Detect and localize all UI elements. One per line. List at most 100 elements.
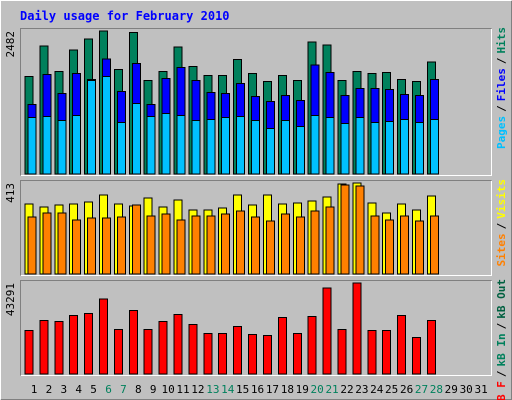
bar	[307, 315, 317, 375]
bar	[72, 114, 82, 175]
x-tick-label: 8	[135, 383, 142, 396]
x-tick-label: 13	[206, 383, 219, 396]
legend-entry: Files	[495, 68, 508, 101]
x-tick-label: 10	[162, 383, 175, 396]
bar	[355, 116, 365, 175]
bar	[248, 334, 258, 375]
bar	[411, 337, 421, 375]
bar	[414, 121, 424, 175]
x-tick-label: 16	[251, 383, 264, 396]
x-tick-label: 28	[430, 383, 443, 396]
x-tick-label: 22	[340, 383, 353, 396]
x-tick-label: 6	[105, 383, 112, 396]
bar	[131, 102, 141, 175]
bar	[84, 312, 94, 375]
bar	[367, 330, 377, 375]
x-tick-label: 2	[46, 383, 53, 396]
bar	[206, 215, 216, 275]
bar	[158, 320, 168, 375]
panel-bevel-dark	[20, 280, 492, 376]
bar	[236, 115, 246, 175]
bar	[176, 219, 186, 275]
legend: Pages / Files / Hits	[495, 27, 508, 149]
legend-separator: /	[495, 322, 508, 329]
x-tick-label: 21	[325, 383, 338, 396]
bar	[72, 219, 82, 275]
bar	[337, 329, 347, 375]
bar	[251, 216, 261, 275]
bar	[221, 116, 231, 175]
bar	[340, 184, 350, 275]
panel-bevel-dark	[20, 180, 492, 276]
panel-bevel-light	[21, 281, 492, 376]
legend: Sites / Visits	[495, 179, 508, 267]
bar	[385, 120, 395, 175]
bar	[27, 216, 37, 275]
bar	[265, 127, 275, 175]
bar	[280, 213, 290, 275]
legend-entry: kB In	[495, 333, 508, 366]
bar	[218, 333, 228, 375]
bar	[233, 325, 243, 375]
bar	[146, 215, 156, 275]
x-tick-label: 1	[31, 383, 38, 396]
bar	[295, 125, 305, 175]
bar	[24, 330, 34, 375]
bar	[310, 114, 320, 175]
legend-entry: Pages	[495, 116, 508, 149]
bar	[113, 329, 123, 375]
legend-entry: Sites	[495, 233, 508, 266]
bar	[414, 220, 424, 275]
panel-bevel-light	[21, 181, 492, 276]
bar	[131, 204, 141, 275]
bar	[352, 282, 362, 375]
legend-separator: /	[495, 370, 508, 377]
bar	[57, 212, 67, 275]
bar	[57, 119, 67, 175]
bar	[42, 212, 52, 275]
x-tick-label: 31	[474, 383, 487, 396]
bar	[370, 215, 380, 275]
bar	[191, 119, 201, 175]
bar	[116, 216, 126, 275]
bar	[176, 114, 186, 175]
bar	[325, 206, 335, 275]
bar	[39, 319, 49, 375]
legend-separator: /	[495, 57, 508, 64]
bar	[370, 121, 380, 175]
x-tick-label: 7	[120, 383, 127, 396]
bar	[251, 119, 261, 175]
bar	[221, 213, 231, 275]
x-tick-label: 27	[415, 383, 428, 396]
y-tick-label: 43291	[4, 283, 17, 316]
bar	[400, 118, 410, 175]
bar	[143, 329, 153, 375]
bar	[385, 219, 395, 275]
bar	[27, 116, 37, 175]
bar	[161, 112, 171, 175]
bar	[99, 298, 109, 375]
legend-entry: kB Out	[495, 279, 508, 319]
bar	[161, 213, 171, 275]
bar	[102, 217, 112, 275]
chart-title: Daily usage for February 2010	[20, 9, 230, 23]
bar	[203, 333, 213, 375]
legend-entry: Hits	[495, 27, 508, 54]
legend-separator: /	[495, 105, 508, 112]
x-tick-label: 14	[221, 383, 235, 396]
x-tick-label: 4	[75, 383, 82, 396]
x-tick-label: 23	[355, 383, 368, 396]
bar	[116, 121, 126, 175]
bar	[188, 323, 198, 375]
bar	[42, 115, 52, 175]
legend-entry: Visits	[495, 179, 508, 219]
bar	[280, 119, 290, 175]
x-tick-label: 11	[176, 383, 189, 396]
bar	[310, 210, 320, 275]
x-tick-label: 5	[90, 383, 97, 396]
x-tick-label: 20	[311, 383, 324, 396]
x-tick-label: 19	[296, 383, 309, 396]
